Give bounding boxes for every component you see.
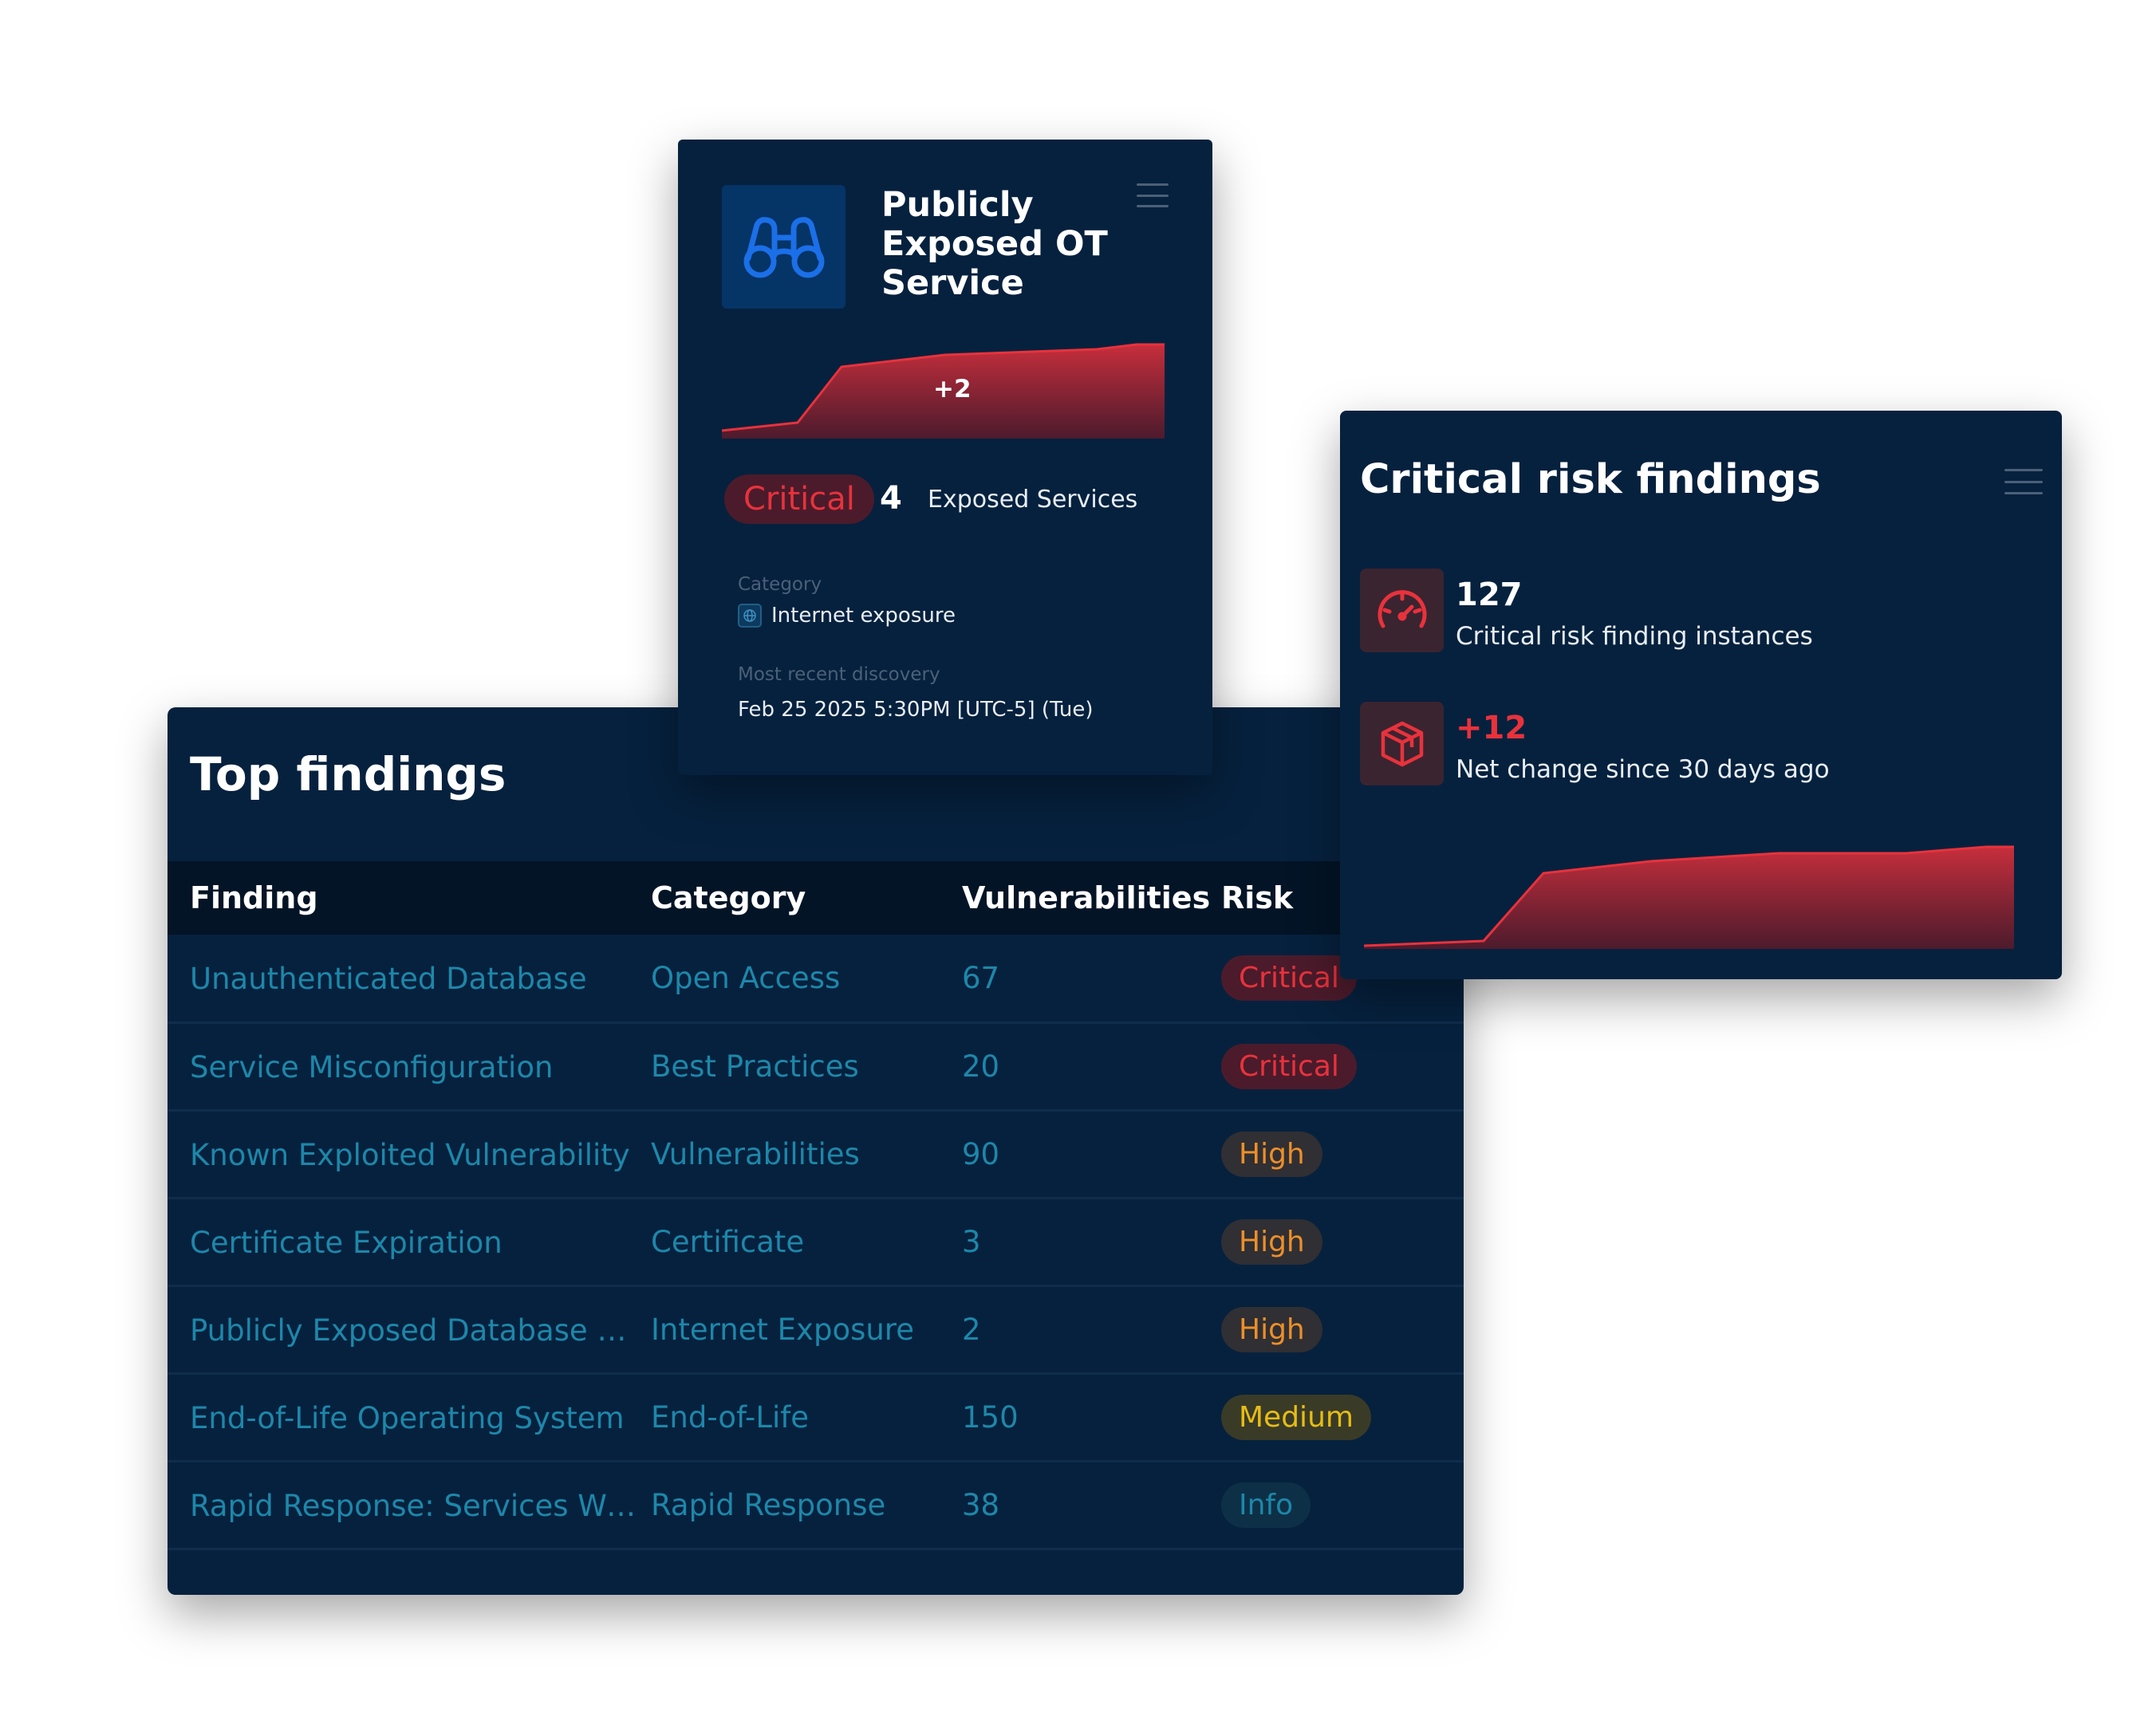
- vulnerabilities-cell: 90: [962, 1110, 1221, 1199]
- category-cell[interactable]: Certificate: [651, 1198, 962, 1287]
- table-row[interactable]: End-of-Life Operating System End-of-Life…: [168, 1373, 1464, 1462]
- finding-link[interactable]: Unauthenticated Database: [190, 961, 587, 996]
- vulnerabilities-cell: 67: [962, 935, 1221, 1024]
- exposed-service-card[interactable]: Publicly Exposed OT Service +2 Critical …: [678, 140, 1212, 775]
- table-header-row: Finding Category Vulnerabilities Risk: [168, 861, 1464, 935]
- severity-badge: Critical: [724, 474, 874, 524]
- instances-count: 127: [1456, 577, 1523, 613]
- trend-sparkline: [1364, 845, 2014, 949]
- vulnerabilities-cell: 150: [962, 1373, 1221, 1462]
- menu-icon[interactable]: [1137, 183, 1169, 207]
- category-cell[interactable]: Internet Exposure: [651, 1285, 962, 1375]
- instances-label: Critical risk finding instances: [1456, 622, 1813, 651]
- vulnerabilities-cell: 2: [962, 1285, 1221, 1375]
- exposed-count-label: Exposed Services: [928, 486, 1138, 514]
- discovery-label: Most recent discovery: [738, 664, 940, 685]
- category-cell[interactable]: Open Access: [651, 935, 962, 1024]
- finding-link[interactable]: Certificate Expiration: [190, 1225, 503, 1260]
- discovery-value: Feb 25 2025 5:30PM [UTC-5] (Tue): [738, 698, 1094, 722]
- globe-icon: [738, 604, 762, 628]
- table-row[interactable]: Unauthenticated Database Open Access 67 …: [168, 935, 1464, 1024]
- category-cell[interactable]: Best Practices: [651, 1022, 962, 1112]
- card-title: Publicly Exposed OT Service: [881, 185, 1108, 303]
- trend-sparkline: [722, 343, 1165, 439]
- table-row[interactable]: Certificate Expiration Certificate 3 Hig…: [168, 1198, 1464, 1287]
- finding-link[interactable]: Publicly Exposed Database Server: [190, 1313, 640, 1348]
- table-row[interactable]: Rapid Response: Services With P... Rapid…: [168, 1461, 1464, 1550]
- risk-badge: Medium: [1221, 1394, 1371, 1440]
- net-change-label: Net change since 30 days ago: [1456, 755, 1830, 784]
- table-row[interactable]: Known Exploited Vulnerability Vulnerabil…: [168, 1110, 1464, 1199]
- category-label: Category: [738, 574, 822, 595]
- risk-badge: High: [1221, 1131, 1322, 1177]
- top-findings-card: Top findings Finding Category Vulnerabil…: [168, 707, 1464, 1595]
- finding-link[interactable]: Rapid Response: Services With P...: [190, 1488, 640, 1523]
- column-header-risk[interactable]: Risk: [1221, 880, 1294, 915]
- vulnerabilities-cell: 3: [962, 1198, 1221, 1287]
- exposed-count: 4: [880, 480, 902, 517]
- menu-icon[interactable]: [2004, 469, 2043, 494]
- category-cell[interactable]: Vulnerabilities: [651, 1110, 962, 1199]
- risk-badge: Critical: [1221, 1043, 1357, 1089]
- trend-delta: +2: [933, 375, 972, 403]
- finding-link[interactable]: Service Misconfiguration: [190, 1049, 554, 1084]
- column-header-finding[interactable]: Finding: [190, 880, 318, 915]
- speedometer-icon: [1360, 569, 1444, 652]
- top-findings-title: Top findings: [190, 747, 506, 801]
- finding-link[interactable]: Known Exploited Vulnerability: [190, 1137, 630, 1172]
- category-cell[interactable]: End-of-Life: [651, 1373, 962, 1462]
- column-header-vulnerabilities[interactable]: Vulnerabilities: [962, 880, 1211, 915]
- critical-risk-card[interactable]: Critical risk findings 127 Critical risk…: [1340, 411, 2062, 979]
- net-change-value: +12: [1456, 710, 1527, 746]
- risk-badge: High: [1221, 1306, 1322, 1352]
- binoculars-icon: [722, 185, 845, 309]
- cube-icon: [1360, 702, 1444, 785]
- risk-badge: High: [1221, 1218, 1322, 1265]
- table-row[interactable]: Publicly Exposed Database Server Interne…: [168, 1285, 1464, 1375]
- vulnerabilities-cell: 20: [962, 1022, 1221, 1112]
- column-header-category[interactable]: Category: [651, 880, 806, 915]
- risk-badge: Critical: [1221, 955, 1357, 1001]
- card-title: Critical risk findings: [1360, 456, 1821, 503]
- findings-table: Finding Category Vulnerabilities Risk Un…: [168, 861, 1464, 1550]
- risk-badge: Info: [1221, 1482, 1311, 1528]
- vulnerabilities-cell: 38: [962, 1461, 1221, 1550]
- table-row[interactable]: Service Misconfiguration Best Practices …: [168, 1022, 1464, 1112]
- finding-link[interactable]: End-of-Life Operating System: [190, 1400, 625, 1435]
- category-cell[interactable]: Rapid Response: [651, 1461, 962, 1550]
- category-value: Internet exposure: [771, 604, 956, 628]
